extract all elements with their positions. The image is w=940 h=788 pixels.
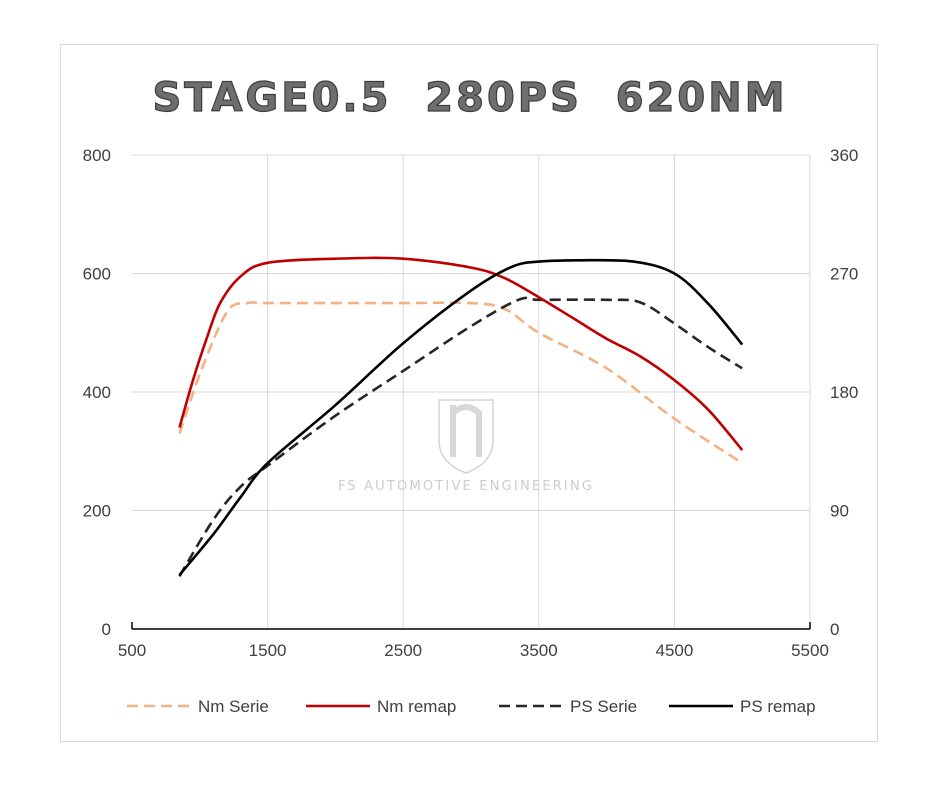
shield-logo-inner-icon [450, 404, 482, 457]
y-right-tick-label: 90 [830, 502, 849, 521]
y-right-tick-label: 270 [830, 265, 858, 284]
y-right-tick-label: 0 [830, 620, 839, 639]
y-left-tick-label: 200 [83, 502, 111, 521]
axes-group [131, 622, 811, 630]
y-right-tick-label: 180 [830, 383, 858, 402]
series-group [178, 256, 744, 577]
series-line-ps-remap [178, 258, 744, 576]
legend-label-nm-remap: Nm remap [377, 697, 456, 716]
legend-label-nm-serie: Nm Serie [198, 697, 269, 716]
x-tick-label: 500 [118, 641, 146, 660]
tick-labels: 500 1500 2500 3500 4500 550002004006008000901… [83, 146, 859, 660]
series-line-nm-remap [178, 256, 744, 451]
series-line-ps-serie [178, 296, 743, 577]
x-tick-label: 5500 [791, 641, 829, 660]
x-tick-label: 1500 [249, 641, 287, 660]
y-left-tick-label: 800 [83, 146, 111, 165]
x-tick-label: 2500 [384, 641, 422, 660]
chart-frame: STAGE0.5 280PS 620NM FS AUTOMOTIVE ENGIN… [60, 44, 878, 742]
legend: Nm Serie Nm remap PS Serie PS remap [127, 697, 816, 716]
y-left-tick-label: 600 [83, 265, 111, 284]
y-right-tick-label: 360 [830, 146, 858, 165]
series-line-nm-serie [178, 301, 743, 465]
plot-grid [132, 154, 811, 629]
y-left-tick-label: 400 [83, 383, 111, 402]
x-tick-label: 3500 [520, 641, 558, 660]
legend-label-ps-remap: PS remap [740, 697, 816, 716]
watermark: FS AUTOMOTIVE ENGINEERING [338, 399, 594, 494]
y-left-tick-label: 0 [102, 620, 111, 639]
legend-label-ps-serie: PS Serie [570, 697, 637, 716]
shield-logo-icon [438, 399, 494, 474]
chart-svg: STAGE0.5 280PS 620NM FS AUTOMOTIVE ENGIN… [83, 74, 859, 716]
chart-title: STAGE0.5 280PS 620NM [152, 75, 787, 121]
watermark-text: FS AUTOMOTIVE ENGINEERING [338, 479, 594, 494]
x-tick-label: 4500 [655, 641, 693, 660]
